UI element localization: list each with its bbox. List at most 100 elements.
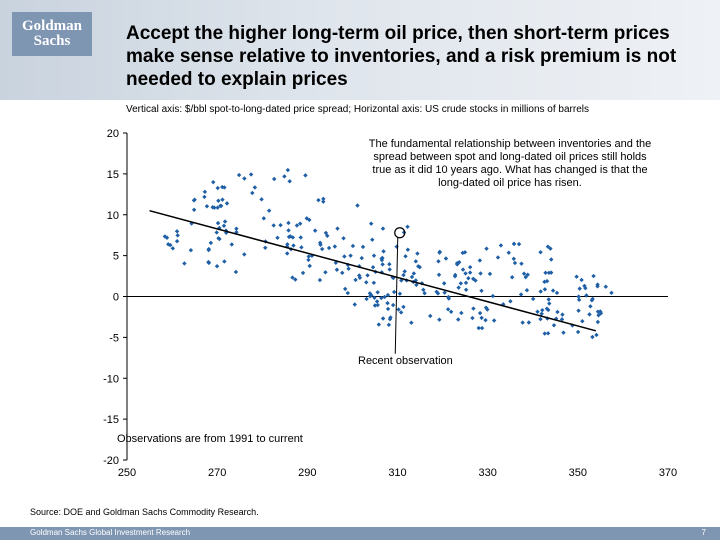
scatter-point [553, 316, 559, 321]
scatter-point [479, 315, 484, 321]
scatter-point [317, 277, 323, 283]
scatter-point [248, 172, 254, 177]
scatter-point [546, 307, 551, 313]
scatter-point [405, 247, 411, 252]
scatter-point [372, 295, 377, 300]
scatter-point [549, 257, 554, 262]
scatter-point [409, 274, 415, 280]
scatter-point [414, 282, 419, 288]
scatter-point [463, 271, 468, 276]
scatter-point [370, 237, 375, 242]
scatter-point [271, 223, 276, 228]
scatter-point [368, 221, 374, 226]
scatter-point [317, 240, 323, 245]
scatter-point [282, 174, 287, 179]
x-tick-label: 330 [478, 467, 496, 479]
scatter-point [236, 172, 242, 178]
scatter-point [371, 280, 377, 286]
scatter-point [168, 242, 173, 248]
scatter-point [463, 280, 469, 286]
scatter-point [306, 254, 311, 259]
scatter-point [364, 280, 369, 285]
scatter-point [442, 290, 447, 295]
scatter-point [345, 290, 351, 296]
scatter-point [352, 302, 357, 307]
scatter-point [222, 185, 227, 190]
scatter-point [166, 242, 171, 247]
scatter-point [454, 260, 460, 266]
scatter-point [416, 264, 421, 269]
scatter-point [323, 270, 328, 275]
scatter-point [214, 230, 219, 235]
scatter-point [584, 293, 589, 298]
scatter-point [561, 330, 566, 335]
scatter-point [590, 296, 595, 302]
scatter-point [538, 289, 543, 294]
scatter-point [376, 322, 382, 327]
scatter-point [518, 292, 524, 297]
scatter-point [545, 244, 551, 249]
scatter-point [242, 252, 247, 257]
scatter-point [525, 272, 530, 277]
scatter-point [275, 235, 280, 240]
scatter-point [291, 243, 296, 248]
scatter-point [306, 257, 311, 263]
scatter-point [396, 307, 401, 312]
scatter-point [285, 242, 290, 247]
scatter-point [164, 235, 170, 240]
scatter-point [285, 167, 291, 173]
scatter-point [214, 264, 220, 269]
scatter-point [353, 277, 358, 283]
scatter-point [304, 216, 309, 221]
x-tick-label: 310 [388, 467, 406, 479]
scatter-point [551, 323, 557, 328]
scatter-point [212, 205, 217, 210]
scatter-point [299, 245, 304, 250]
y-tick-label: 20 [107, 128, 119, 140]
scatter-point [202, 194, 207, 200]
scatter-point [360, 244, 366, 250]
scatter-point [545, 331, 551, 336]
scatter-point [380, 255, 385, 261]
annotation-line: long-dated oil price has risen. [438, 177, 582, 189]
scatter-point [535, 309, 540, 314]
scatter-point [509, 275, 515, 280]
x-tick-label: 370 [659, 467, 677, 479]
scatter-point [340, 270, 345, 276]
scatter-point [252, 185, 258, 190]
scatter-point [547, 301, 552, 306]
y-tick-label: -15 [103, 414, 119, 426]
scatter-point [609, 290, 614, 296]
scatter-point [587, 312, 592, 317]
scatter-point [380, 316, 386, 321]
scatter-point [437, 317, 442, 322]
scatter-point [278, 222, 283, 228]
y-tick-label: -20 [103, 455, 119, 467]
scatter-point [386, 322, 392, 328]
scatter-point [477, 258, 483, 263]
scatter-point [458, 281, 464, 286]
scatter-point [409, 320, 414, 325]
y-tick-label: 15 [107, 169, 119, 181]
scatter-point [321, 196, 326, 202]
scatter-point [355, 203, 360, 208]
scatter-point [575, 329, 581, 335]
scatter-point [595, 319, 601, 325]
scatter-point [554, 290, 560, 296]
scatter-point [285, 251, 290, 256]
scatter-point [590, 334, 595, 340]
scatter-point [598, 309, 603, 314]
scatter-point [316, 197, 321, 203]
scatter-point [375, 290, 380, 295]
header-band [0, 0, 720, 100]
scatter-point [588, 304, 593, 309]
scatter-point [206, 246, 211, 252]
scatter-point [437, 249, 442, 254]
x-tick-label: 350 [569, 467, 587, 479]
scatter-point [321, 199, 326, 204]
logo-line-2: Sachs [33, 33, 71, 49]
scatter-point [543, 270, 548, 275]
scatter-point [312, 228, 318, 233]
scatter-point [471, 306, 476, 311]
scatter-point [512, 260, 518, 266]
